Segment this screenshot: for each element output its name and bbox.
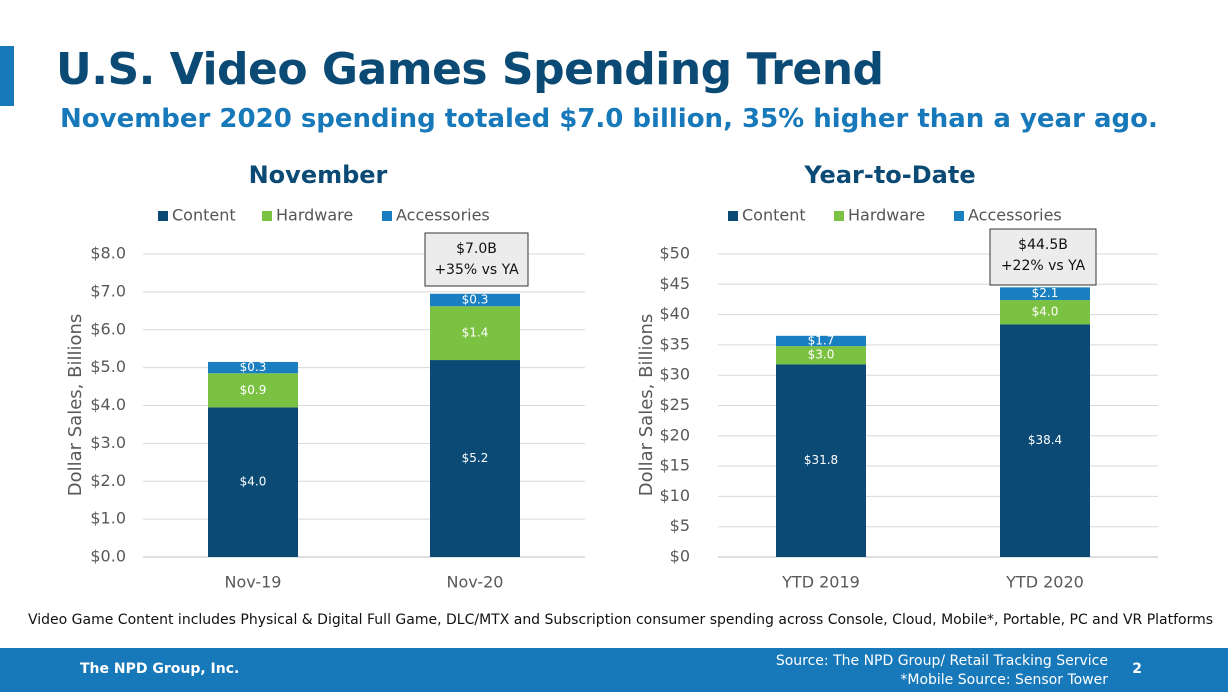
chart-2-y-tick-label: $10 — [659, 486, 690, 505]
source-line-1: Source: The NPD Group/ Retail Tracking S… — [775, 653, 1108, 669]
chart-2-data-label-hardware-1: $3.0 — [808, 348, 835, 362]
chart-1-callout-box — [424, 232, 529, 287]
chart-2-bar-hardware-1 — [776, 346, 866, 365]
chart-1-data-label-hardware-2: $1.4 — [462, 326, 489, 340]
chart-2-bar-content-2 — [1000, 324, 1090, 557]
chart-2-x-tick-label: YTD 2020 — [1005, 573, 1084, 592]
footnote: Video Game Content includes Physical & D… — [28, 612, 1214, 628]
chart-2-y-tick-label: $5 — [670, 516, 690, 535]
chart-2-legend-label-content: Content — [742, 206, 806, 225]
chart-2-legend-label-accessories: Accessories — [968, 206, 1062, 225]
chart-1-x-tick-label: Nov-20 — [447, 573, 504, 592]
chart-2-legend-label-hardware: Hardware — [848, 206, 925, 225]
chart-1-data-label-accessories-2: $0.3 — [462, 293, 489, 307]
chart-2-y-tick-label: $50 — [659, 244, 690, 263]
title-accent-bar — [0, 46, 14, 106]
chart-2-y-tick-label: $20 — [659, 425, 690, 444]
chart-1-bar-hardware-1 — [208, 373, 298, 408]
chart-2-y-tick-label: $30 — [659, 365, 690, 384]
chart-1-y-tick-label: $4.0 — [90, 395, 126, 414]
chart-2-y-tick-label: $35 — [659, 334, 690, 353]
chart-1-data-label-content-1: $4.0 — [240, 475, 267, 489]
chart-2-data-label-hardware-2: $4.0 — [1032, 305, 1059, 319]
chart-2-bar-content-1 — [776, 364, 866, 557]
chart-1-bar-hardware-2 — [430, 306, 520, 361]
page-subtitle: November 2020 spending totaled $7.0 bill… — [60, 104, 1158, 134]
chart-1-y-axis-label: Dollar Sales, Billions — [65, 314, 86, 497]
chart-2-y-tick-label: $25 — [659, 395, 690, 414]
chart-1-callout-change: +35% vs YA — [434, 262, 519, 278]
chart-2-y-tick-label: $0 — [670, 547, 690, 566]
chart-2-callout-total: $44.5B — [1018, 237, 1068, 253]
chart-2-callout-box — [989, 228, 1097, 286]
chart-1-bar-content-2 — [430, 360, 520, 557]
page-title: U.S. Video Games Spending Trend — [56, 44, 884, 95]
chart-1-legend-label-content: Content — [172, 206, 236, 225]
chart-2-bar-accessories-1 — [776, 335, 866, 347]
chart-1-legend-label-accessories: Accessories — [396, 206, 490, 225]
chart-2-x-tick-label: YTD 2019 — [781, 573, 860, 592]
chart-2-legend-swatch-hardware — [834, 211, 844, 221]
chart-2-title: Year-to-Date — [803, 161, 975, 189]
chart-1-data-label-content-2: $5.2 — [462, 451, 489, 465]
chart-1-callout-total: $7.0B — [456, 241, 497, 257]
chart-2-y-axis-label: Dollar Sales, Billions — [636, 314, 657, 497]
page-number: 2 — [1132, 661, 1142, 677]
chart-1-y-tick-label: $6.0 — [90, 319, 126, 338]
source-note: Source: The NPD Group/ Retail Tracking S… — [776, 652, 1108, 690]
chart-2-bar-accessories-2 — [1000, 287, 1090, 301]
chart-1-y-tick-label: $1.0 — [90, 509, 126, 528]
chart-1-y-tick-label: $3.0 — [90, 433, 126, 452]
chart-2-data-label-content-2: $38.4 — [1028, 433, 1062, 447]
chart-2-data-label-content-1: $31.8 — [804, 453, 838, 467]
chart-2-y-tick-label: $45 — [659, 274, 690, 293]
chart-2-callout-change: +22% vs YA — [1001, 258, 1086, 274]
chart-1-y-tick-label: $5.0 — [90, 357, 126, 376]
company-name: The NPD Group, Inc. — [80, 661, 240, 677]
chart-1-title: November — [249, 161, 388, 189]
chart-1-legend-swatch-hardware — [262, 211, 272, 221]
chart-1-data-label-accessories-1: $0.3 — [240, 360, 267, 374]
chart-2-y-tick-label: $15 — [659, 456, 690, 475]
chart-2-data-label-accessories-1: $1.7 — [808, 333, 835, 347]
chart-1-bar-accessories-2 — [430, 293, 520, 307]
footer-bar: The NPD Group, Inc. Source: The NPD Grou… — [0, 648, 1228, 692]
chart-1-y-tick-label: $2.0 — [90, 471, 126, 490]
chart-2-y-tick-label: $40 — [659, 304, 690, 323]
chart-2-bar-hardware-2 — [1000, 300, 1090, 325]
chart-1-y-tick-label: $7.0 — [90, 281, 126, 300]
chart-1-legend-swatch-accessories — [382, 211, 392, 221]
chart-2-legend-swatch-accessories — [954, 211, 964, 221]
chart-2-legend-swatch-content — [728, 211, 738, 221]
chart-1-bar-accessories-1 — [208, 361, 298, 374]
source-line-2: *Mobile Source: Sensor Tower — [900, 672, 1108, 688]
chart-1-y-tick-label: $0.0 — [90, 547, 126, 566]
chart-1-bar-content-1 — [208, 407, 298, 557]
chart-1-legend-label-hardware: Hardware — [276, 206, 353, 225]
chart-1-x-tick-label: Nov-19 — [225, 573, 282, 592]
chart-2-data-label-accessories-2: $2.1 — [1032, 286, 1059, 300]
chart-1-y-tick-label: $8.0 — [90, 244, 126, 263]
chart-1-legend-swatch-content — [158, 211, 168, 221]
chart-1-data-label-hardware-1: $0.9 — [240, 383, 267, 397]
